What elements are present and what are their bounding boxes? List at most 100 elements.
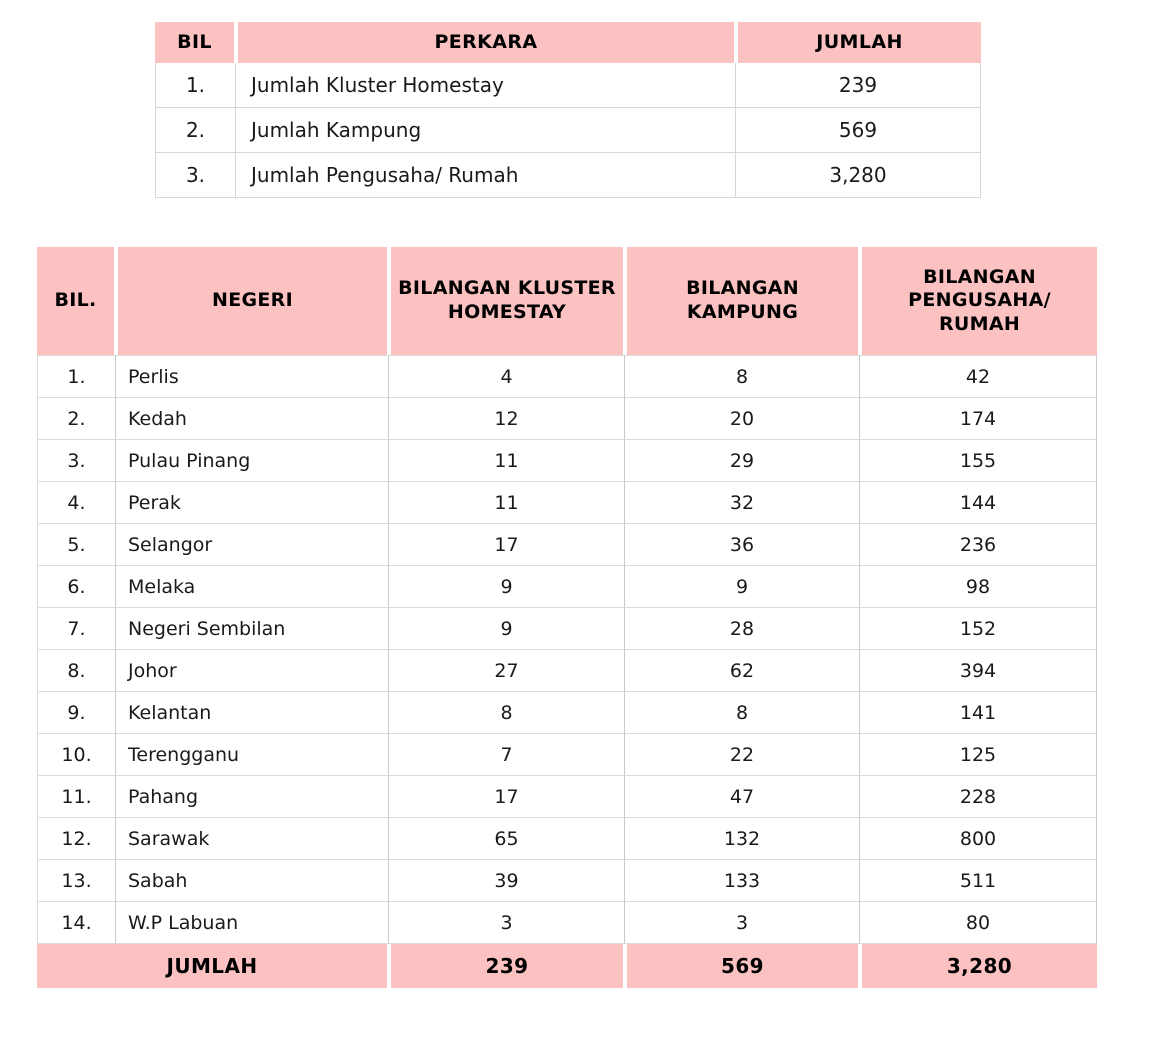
state-cell-kampung: 22 [625,734,860,776]
summary-cell-bil: 3. [155,153,236,198]
state-cell-kluster: 11 [389,440,625,482]
state-header-kluster: BILANGAN KLUSTER HOMESTAY [389,247,625,355]
state-cell-kluster: 17 [389,776,625,818]
state-cell-bil: 10. [37,734,116,776]
table-row: 3. Jumlah Pengusaha/ Rumah 3,280 [155,153,981,198]
total-label: JUMLAH [37,944,389,988]
state-cell-kampung: 9 [625,566,860,608]
state-cell-kluster: 9 [389,608,625,650]
state-cell-bil: 13. [37,860,116,902]
state-cell-bil: 12. [37,818,116,860]
state-cell-kampung: 32 [625,482,860,524]
state-cell-negeri: W.P Labuan [116,902,389,944]
state-cell-pengusaha: 155 [860,440,1097,482]
state-header-pengusaha: BILANGAN PENGUSAHA/ RUMAH [860,247,1097,355]
table-row: 3. Pulau Pinang 11 29 155 [37,440,1097,482]
state-cell-kluster: 27 [389,650,625,692]
state-cell-bil: 5. [37,524,116,566]
state-cell-kluster: 39 [389,860,625,902]
state-cell-bil: 9. [37,692,116,734]
state-cell-pengusaha: 174 [860,398,1097,440]
summary-table-header: BIL PERKARA JUMLAH [155,22,981,63]
state-cell-bil: 14. [37,902,116,944]
table-row: 2. Kedah 12 20 174 [37,398,1097,440]
summary-cell-jumlah: 569 [736,108,981,153]
state-cell-kampung: 3 [625,902,860,944]
table-row: 1. Perlis 4 8 42 [37,355,1097,398]
total-kluster: 239 [389,944,625,988]
state-cell-kluster: 9 [389,566,625,608]
total-kampung: 569 [625,944,860,988]
state-cell-negeri: Terengganu [116,734,389,776]
total-row: JUMLAH 239 569 3,280 [37,944,1097,988]
state-cell-bil: 2. [37,398,116,440]
summary-table: BIL PERKARA JUMLAH 1. Jumlah Kluster Hom… [155,22,981,198]
state-cell-negeri: Sarawak [116,818,389,860]
table-row: 5. Selangor 17 36 236 [37,524,1097,566]
table-row: 1. Jumlah Kluster Homestay 239 [155,63,981,108]
state-cell-pengusaha: 125 [860,734,1097,776]
state-cell-pengusaha: 228 [860,776,1097,818]
total-pengusaha: 3,280 [860,944,1097,988]
state-cell-bil: 6. [37,566,116,608]
summary-header-bil: BIL [155,22,236,63]
state-cell-kampung: 8 [625,692,860,734]
state-cell-negeri: Kelantan [116,692,389,734]
summary-table-body: 1. Jumlah Kluster Homestay 239 2. Jumlah… [155,63,981,198]
summary-header-perkara: PERKARA [236,22,736,63]
state-cell-bil: 7. [37,608,116,650]
state-cell-bil: 4. [37,482,116,524]
summary-header-row: BIL PERKARA JUMLAH [155,22,981,63]
state-table-header: BIL. NEGERI BILANGAN KLUSTER HOMESTAY BI… [37,247,1097,355]
state-cell-negeri: Johor [116,650,389,692]
state-cell-kampung: 36 [625,524,860,566]
state-cell-kampung: 62 [625,650,860,692]
state-cell-pengusaha: 42 [860,355,1097,398]
state-cell-kampung: 20 [625,398,860,440]
state-cell-pengusaha: 236 [860,524,1097,566]
state-table-body: 1. Perlis 4 8 42 2. Kedah 12 20 174 3. Pulau Pinang… [37,355,1097,944]
state-table: BIL. NEGERI BILANGAN KLUSTER HOMESTAY BI… [37,247,1097,988]
state-cell-kluster: 65 [389,818,625,860]
summary-cell-perkara: Jumlah Kampung [236,108,736,153]
summary-cell-jumlah: 3,280 [736,153,981,198]
state-cell-negeri: Perlis [116,355,389,398]
state-cell-pengusaha: 141 [860,692,1097,734]
table-row: 4. Perak 11 32 144 [37,482,1097,524]
summary-cell-bil: 2. [155,108,236,153]
state-cell-kluster: 7 [389,734,625,776]
table-row: 14. W.P Labuan 3 3 80 [37,902,1097,944]
table-row: 7. Negeri Sembilan 9 28 152 [37,608,1097,650]
table-row: 6. Melaka 9 9 98 [37,566,1097,608]
table-row: 12. Sarawak 65 132 800 [37,818,1097,860]
state-cell-pengusaha: 511 [860,860,1097,902]
state-cell-kluster: 4 [389,355,625,398]
state-cell-pengusaha: 152 [860,608,1097,650]
table-row: 8. Johor 27 62 394 [37,650,1097,692]
state-cell-negeri: Selangor [116,524,389,566]
table-row: 10. Terengganu 7 22 125 [37,734,1097,776]
state-cell-negeri: Pahang [116,776,389,818]
summary-cell-jumlah: 239 [736,63,981,108]
summary-cell-bil: 1. [155,63,236,108]
summary-header-jumlah: JUMLAH [736,22,981,63]
state-cell-pengusaha: 394 [860,650,1097,692]
state-cell-negeri: Perak [116,482,389,524]
table-row: 11. Pahang 17 47 228 [37,776,1097,818]
state-cell-kampung: 28 [625,608,860,650]
state-cell-negeri: Kedah [116,398,389,440]
summary-cell-perkara: Jumlah Kluster Homestay [236,63,736,108]
state-cell-negeri: Negeri Sembilan [116,608,389,650]
state-header-kampung: BILANGAN KAMPUNG [625,247,860,355]
state-cell-kampung: 133 [625,860,860,902]
state-cell-pengusaha: 800 [860,818,1097,860]
state-cell-bil: 3. [37,440,116,482]
table-row: 2. Jumlah Kampung 569 [155,108,981,153]
state-cell-kampung: 47 [625,776,860,818]
state-cell-bil: 11. [37,776,116,818]
state-cell-negeri: Sabah [116,860,389,902]
state-cell-kampung: 8 [625,355,860,398]
state-cell-kluster: 17 [389,524,625,566]
state-cell-kluster: 8 [389,692,625,734]
summary-table-container: BIL PERKARA JUMLAH 1. Jumlah Kluster Hom… [155,22,981,198]
